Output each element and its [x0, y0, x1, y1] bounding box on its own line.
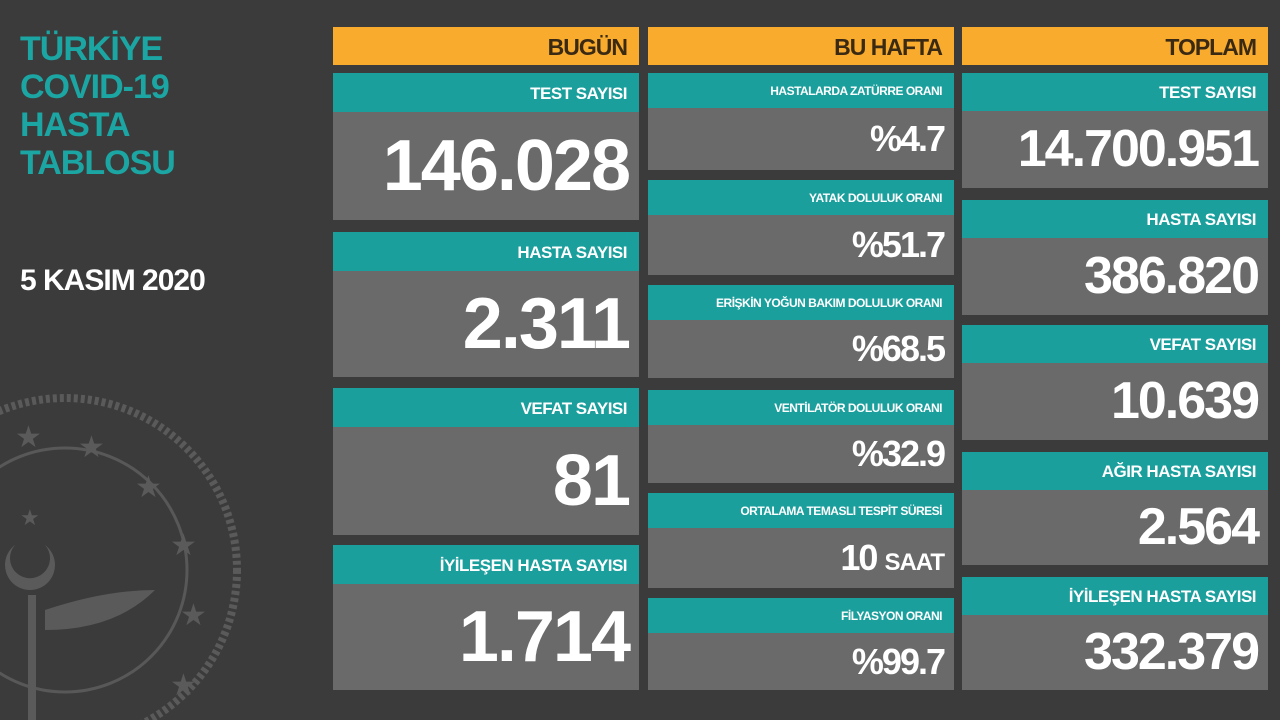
title-line: TABLOSU: [20, 144, 176, 182]
ministry-seal-logo: ★ ★★★★★★: [0, 394, 241, 720]
stat-number: %51.7: [851, 224, 946, 265]
stat-number: 1.714: [458, 597, 631, 677]
column-header: TOPLAM: [962, 27, 1268, 65]
svg-text:★: ★: [170, 668, 197, 703]
column-header: BU HAFTA: [648, 27, 954, 65]
stat-value: 2.564: [962, 490, 1268, 565]
total-stat-card: AĞIR HASTA SAYISI 2.564: [962, 452, 1268, 565]
svg-text:★: ★: [170, 528, 197, 563]
stat-label: TEST SAYISI: [962, 73, 1268, 111]
stat-value: %4.7: [648, 108, 954, 170]
stat-label: ERİŞKİN YOĞUN BAKIM DOLULUK ORANI: [648, 285, 954, 320]
today-stat-card: TEST SAYISI 146.028: [333, 73, 639, 220]
stat-value: 14.700.951: [962, 111, 1268, 188]
stat-label: VEFAT SAYISI: [333, 388, 639, 427]
stat-value: %32.9: [648, 425, 954, 483]
stat-label: İYİLEŞEN HASTA SAYISI: [962, 577, 1268, 615]
title-line: TÜRKİYE: [20, 30, 163, 68]
stat-number: %68.5: [851, 328, 946, 369]
title-line: COVID-19: [20, 68, 170, 106]
stat-label: AĞIR HASTA SAYISI: [962, 452, 1268, 490]
stat-number: 2.564: [1137, 498, 1260, 556]
total-stat-card: HASTA SAYISI 386.820: [962, 200, 1268, 315]
title-line: HASTA: [20, 106, 131, 144]
stat-label: HASTALARDA ZATÜRRE ORANI: [648, 73, 954, 108]
svg-text:★: ★: [15, 420, 42, 455]
page-title: TÜRKİYE COVID-19 HASTA TABLOSU: [20, 30, 176, 182]
svg-text:★: ★: [20, 506, 40, 531]
stat-value: %99.7: [648, 633, 954, 690]
total-stat-card: TEST SAYISI 14.700.951: [962, 73, 1268, 188]
svg-text:★: ★: [78, 430, 105, 465]
stat-label: HASTA SAYISI: [333, 232, 639, 271]
stat-value: 81: [333, 427, 639, 535]
stat-value: 332.379: [962, 615, 1268, 690]
stat-label: HASTA SAYISI: [962, 200, 1268, 238]
week-stat-card: FİLYASYON ORANI %99.7: [648, 598, 954, 690]
total-column: TOPLAM: [962, 27, 1268, 65]
stat-number: 10: [840, 537, 878, 578]
stat-label: FİLYASYON ORANI: [648, 598, 954, 633]
total-stat-card: İYİLEŞEN HASTA SAYISI 332.379: [962, 577, 1268, 690]
stat-label: YATAK DOLULUK ORANI: [648, 180, 954, 215]
stat-number: %99.7: [851, 641, 946, 682]
stat-number: 14.700.951: [1017, 120, 1260, 178]
stat-number: 10.639: [1110, 372, 1260, 430]
today-stat-card: İYİLEŞEN HASTA SAYISI 1.714: [333, 545, 639, 690]
today-stat-card: VEFAT SAYISI 81: [333, 388, 639, 535]
today-column: BUGÜN: [333, 27, 639, 65]
stat-number: 332.379: [1084, 623, 1260, 681]
stat-unit: SAAT: [884, 549, 945, 576]
stat-label: VENTİLATÖR DOLULUK ORANI: [648, 390, 954, 425]
stat-value: %51.7: [648, 215, 954, 275]
week-stat-card: VENTİLATÖR DOLULUK ORANI %32.9: [648, 390, 954, 483]
stat-value: 2.311: [333, 271, 639, 377]
stat-value: 146.028: [333, 112, 639, 220]
stat-value: 10 SAAT: [648, 528, 954, 588]
stat-number: 146.028: [382, 126, 631, 206]
report-date: 5 KASIM 2020: [20, 264, 206, 297]
total-stat-card: VEFAT SAYISI 10.639: [962, 325, 1268, 440]
column-header: BUGÜN: [333, 27, 639, 65]
stat-label: VEFAT SAYISI: [962, 325, 1268, 363]
svg-text:★: ★: [180, 598, 207, 633]
stat-label: İYİLEŞEN HASTA SAYISI: [333, 545, 639, 584]
stat-number: %4.7: [869, 118, 946, 159]
stat-value: 1.714: [333, 584, 639, 690]
week-stat-card: YATAK DOLULUK ORANI %51.7: [648, 180, 954, 275]
week-column: BU HAFTA: [648, 27, 954, 65]
stat-number: 81: [552, 441, 631, 521]
stat-number: 386.820: [1084, 247, 1260, 305]
stat-number: %32.9: [851, 433, 946, 474]
week-stat-card: ORTALAMA TEMASLI TESPİT SÜRESİ 10 SAAT: [648, 493, 954, 588]
stat-value: %68.5: [648, 320, 954, 378]
stat-label: TEST SAYISI: [333, 73, 639, 112]
week-stat-card: HASTALARDA ZATÜRRE ORANI %4.7: [648, 73, 954, 170]
stat-number: 2.311: [462, 284, 631, 364]
week-stat-card: ERİŞKİN YOĞUN BAKIM DOLULUK ORANI %68.5: [648, 285, 954, 378]
svg-text:★: ★: [135, 470, 162, 505]
stat-value: 10.639: [962, 363, 1268, 440]
stat-value: 386.820: [962, 238, 1268, 315]
today-stat-card: HASTA SAYISI 2.311: [333, 232, 639, 377]
stat-label: ORTALAMA TEMASLI TESPİT SÜRESİ: [648, 493, 954, 528]
